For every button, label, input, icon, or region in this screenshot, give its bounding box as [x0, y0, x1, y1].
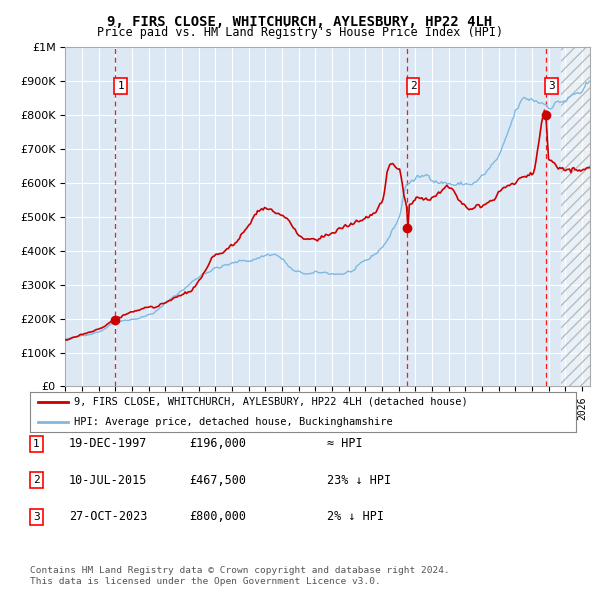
- Text: ≈ HPI: ≈ HPI: [327, 437, 362, 450]
- Text: 1: 1: [117, 81, 124, 91]
- Text: £196,000: £196,000: [189, 437, 246, 450]
- Text: HPI: Average price, detached house, Buckinghamshire: HPI: Average price, detached house, Buck…: [74, 417, 392, 427]
- Text: 3: 3: [548, 81, 555, 91]
- Text: 3: 3: [33, 512, 40, 522]
- Text: £467,500: £467,500: [189, 474, 246, 487]
- Text: 1: 1: [33, 439, 40, 448]
- Text: 9, FIRS CLOSE, WHITCHURCH, AYLESBURY, HP22 4LH: 9, FIRS CLOSE, WHITCHURCH, AYLESBURY, HP…: [107, 15, 493, 30]
- Text: 2: 2: [410, 81, 416, 91]
- Text: Price paid vs. HM Land Registry's House Price Index (HPI): Price paid vs. HM Land Registry's House …: [97, 26, 503, 39]
- Text: 10-JUL-2015: 10-JUL-2015: [69, 474, 148, 487]
- Text: Contains HM Land Registry data © Crown copyright and database right 2024.: Contains HM Land Registry data © Crown c…: [30, 566, 450, 575]
- Text: 19-DEC-1997: 19-DEC-1997: [69, 437, 148, 450]
- Bar: [561, 47, 590, 386]
- Text: 2: 2: [33, 476, 40, 485]
- Text: 9, FIRS CLOSE, WHITCHURCH, AYLESBURY, HP22 4LH (detached house): 9, FIRS CLOSE, WHITCHURCH, AYLESBURY, HP…: [74, 397, 467, 407]
- Text: This data is licensed under the Open Government Licence v3.0.: This data is licensed under the Open Gov…: [30, 577, 381, 586]
- Text: 2% ↓ HPI: 2% ↓ HPI: [327, 510, 384, 523]
- Bar: [561, 47, 590, 386]
- Text: 27-OCT-2023: 27-OCT-2023: [69, 510, 148, 523]
- Text: £800,000: £800,000: [189, 510, 246, 523]
- Text: 23% ↓ HPI: 23% ↓ HPI: [327, 474, 391, 487]
